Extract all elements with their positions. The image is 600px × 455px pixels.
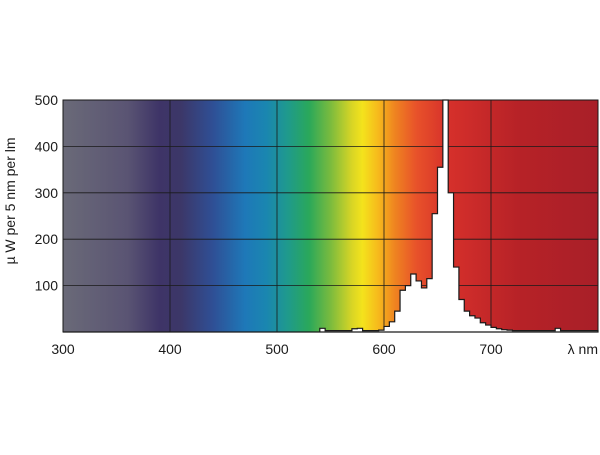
y-tick-label: 500 — [35, 92, 59, 108]
y-tick-label: 200 — [35, 231, 59, 247]
plot-frame — [62, 99, 599, 333]
y-axis-ticks: 100 200 300 400 500 — [35, 92, 59, 294]
grid-lines — [63, 100, 598, 332]
y-tick-label: 300 — [35, 185, 59, 201]
x-axis-ticks: 300 400 500 600 700 — [51, 341, 503, 357]
y-tick-label: 400 — [35, 138, 59, 154]
x-tick-label: 600 — [372, 341, 396, 357]
x-axis-title: λ nm — [568, 341, 598, 357]
spectrum-background — [63, 100, 598, 332]
y-axis-title: µ W per 5 nm per lm — [2, 137, 18, 264]
y-tick-label: 100 — [35, 278, 59, 294]
x-tick-label: 400 — [158, 341, 182, 357]
x-tick-label: 500 — [265, 341, 289, 357]
x-tick-label: 700 — [479, 341, 503, 357]
x-tick-label: 300 — [51, 341, 75, 357]
